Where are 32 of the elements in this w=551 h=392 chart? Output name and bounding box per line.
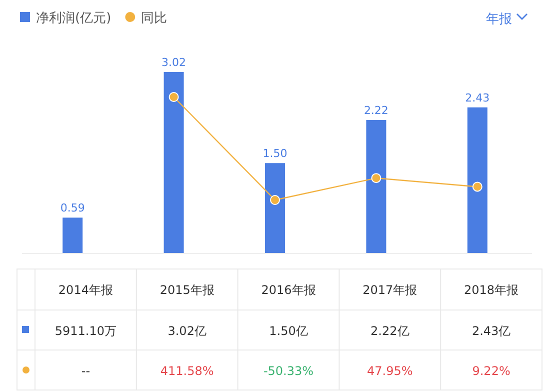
- data-label: 411.58%: [160, 364, 214, 378]
- x-tick-label: 2016年报: [261, 283, 316, 297]
- dropdown: 年报: [486, 12, 528, 27]
- x-tick-label: 2017年报: [362, 283, 418, 297]
- point: [472, 182, 482, 192]
- text: --: [81, 364, 90, 378]
- data-label: 47.95%: [367, 364, 413, 378]
- point: [270, 195, 280, 205]
- data-label: 0.59: [60, 202, 85, 215]
- legend-label: 净利润(亿元): [36, 11, 112, 26]
- text: 2.22亿: [370, 324, 410, 338]
- data-label: 2.43: [465, 91, 490, 104]
- data-label: 2.22: [364, 104, 388, 117]
- point: [168, 92, 179, 102]
- x-tick-label: 2014年报: [58, 283, 113, 297]
- x-tick-label: 2015年报: [160, 283, 214, 297]
- legend-label: 同比: [141, 11, 168, 26]
- bar: [62, 218, 83, 253]
- text: 5911.10万: [54, 324, 117, 338]
- bar: [265, 163, 285, 253]
- text: 3.02亿: [168, 324, 206, 338]
- point: [371, 173, 382, 184]
- bar: [164, 72, 184, 253]
- data-label: -50.33%: [263, 364, 314, 378]
- data-label: 3.02: [162, 56, 186, 69]
- data-label: 9.22%: [472, 364, 510, 378]
- x-tick-label: 2018年报: [464, 283, 519, 297]
- text: 2.43亿: [472, 324, 511, 338]
- text: 1.50亿: [269, 324, 308, 338]
- bar: [467, 107, 488, 253]
- data-label: 1.50: [262, 147, 288, 160]
- bar: [366, 120, 386, 253]
